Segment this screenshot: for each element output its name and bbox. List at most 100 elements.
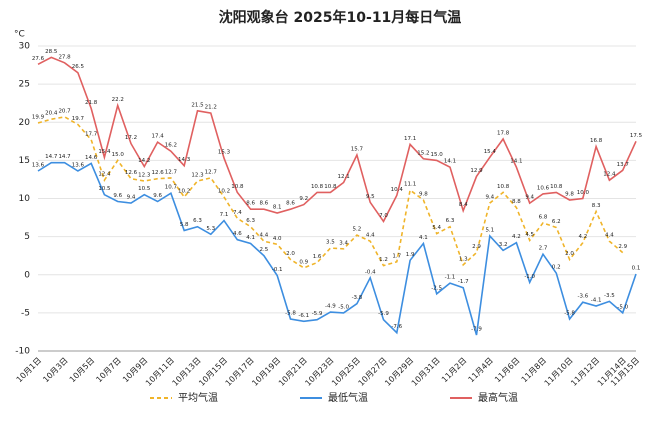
- data-label: 10.5: [138, 186, 151, 192]
- data-label: -5.9: [312, 311, 323, 317]
- data-label: 9.8: [565, 192, 574, 198]
- y-tick-label: 0: [24, 270, 30, 280]
- data-label: 10.8: [324, 184, 337, 190]
- data-label: 0.2: [552, 265, 561, 271]
- data-label: 1.9: [406, 252, 415, 258]
- data-label: 12.7: [205, 169, 218, 175]
- data-label: 9.2: [299, 196, 308, 202]
- data-label: 4.1: [419, 235, 428, 241]
- data-label: 4.1: [246, 235, 255, 241]
- data-label: -1.7: [458, 279, 469, 285]
- data-label: 14.7: [58, 154, 71, 160]
- data-label: 17.8: [497, 131, 510, 137]
- data-label: 6.3: [446, 218, 455, 224]
- x-tick-label: 10月31日: [410, 356, 442, 388]
- data-label: 6.3: [246, 218, 255, 224]
- y-tick-label: 25: [19, 80, 30, 90]
- data-label: 10.2: [178, 188, 190, 194]
- data-label: 14.6: [85, 155, 98, 161]
- data-label: 9.4: [525, 195, 534, 201]
- data-label: 11.1: [404, 182, 416, 188]
- data-label: -1.0: [524, 274, 535, 280]
- data-label: 16.2: [165, 143, 177, 149]
- data-label: 17.1: [404, 136, 416, 142]
- data-label: 15.3: [218, 150, 231, 156]
- data-label: 10.2: [218, 188, 230, 194]
- data-label: 3.2: [499, 242, 508, 248]
- data-label: 2.9: [472, 244, 481, 250]
- y-tick-label: 5: [24, 232, 30, 242]
- data-label: 9.4: [127, 195, 136, 201]
- series-line: [37, 161, 637, 336]
- data-label: 9.4: [485, 195, 494, 201]
- data-label: 12.4: [603, 172, 616, 178]
- data-label: 9.5: [366, 194, 375, 200]
- y-tick-label: -10: [15, 347, 30, 357]
- x-tick-label: 10月5日: [68, 356, 96, 384]
- data-label: 12.3: [138, 172, 151, 178]
- data-label: 8.6: [260, 201, 269, 207]
- data-label: -5.0: [617, 304, 628, 310]
- data-label: 1.3: [459, 256, 468, 262]
- data-label: 10.8: [311, 184, 324, 190]
- data-label: 26.5: [72, 64, 85, 70]
- data-label: -3.8: [352, 295, 363, 301]
- data-label: 12.6: [151, 170, 164, 176]
- data-label: 15.4: [98, 149, 111, 155]
- x-tick-label: 10月7日: [94, 356, 122, 384]
- data-label: -1.1: [445, 275, 456, 281]
- data-label: 6.3: [193, 218, 202, 224]
- data-label: 1.6: [313, 254, 322, 260]
- data-label: 3.4: [339, 240, 348, 246]
- data-label: 4.4: [366, 233, 375, 239]
- legend-label: 平均气温: [178, 391, 218, 404]
- data-label: 12.7: [165, 169, 178, 175]
- data-label: 16.8: [590, 138, 603, 144]
- data-label: 15.2: [417, 150, 429, 156]
- x-tick-label: 11月4日: [467, 356, 495, 384]
- data-label: 4.2: [578, 234, 587, 240]
- data-label: 13.7: [617, 162, 630, 168]
- data-label: 10.7: [165, 185, 178, 191]
- data-label: 15.0: [431, 152, 444, 158]
- data-label: 10.8: [550, 184, 563, 190]
- data-label: 9.6: [113, 193, 122, 199]
- data-label: -4.1: [591, 298, 602, 304]
- data-label: 4.6: [233, 231, 242, 237]
- data-label: 2.5: [260, 247, 269, 253]
- data-label: 8.1: [273, 204, 282, 210]
- data-label: 12.3: [191, 172, 204, 178]
- data-label: 14.2: [138, 158, 150, 164]
- data-label: 10.6: [537, 185, 550, 191]
- data-label: 2.0: [286, 251, 295, 257]
- series-line: [37, 56, 637, 223]
- x-tick-label: 10月1日: [15, 356, 43, 384]
- data-label: 8.4: [459, 202, 468, 208]
- data-label: 10.8: [497, 184, 510, 190]
- data-label: -4.9: [325, 304, 336, 310]
- data-label: 5.2: [353, 227, 362, 233]
- series-line: [37, 116, 624, 269]
- data-label: 12.4: [98, 172, 111, 178]
- data-label: 14.1: [510, 159, 522, 165]
- data-label: 21.8: [85, 100, 98, 106]
- data-label: -0.4: [365, 269, 376, 275]
- data-label: -5.9: [378, 311, 389, 317]
- data-label: 19.9: [32, 115, 45, 121]
- data-label: 4.0: [273, 236, 282, 242]
- x-tick-label: 11月6日: [493, 356, 521, 384]
- data-label: 9.8: [419, 192, 428, 198]
- data-label: 17.5: [630, 133, 643, 139]
- data-label: 2.0: [565, 251, 574, 257]
- data-label: 9.6: [153, 193, 162, 199]
- data-label: 6.2: [552, 219, 561, 225]
- data-label: 7.4: [233, 210, 242, 216]
- data-label: 17.4: [151, 134, 164, 140]
- data-label: 1.7: [392, 253, 401, 259]
- data-label: -6.1: [298, 313, 309, 319]
- data-label: 1.2: [379, 257, 388, 263]
- data-label: 0.9: [299, 259, 308, 265]
- data-label: -5.0: [338, 304, 349, 310]
- data-label: 15.7: [351, 147, 364, 153]
